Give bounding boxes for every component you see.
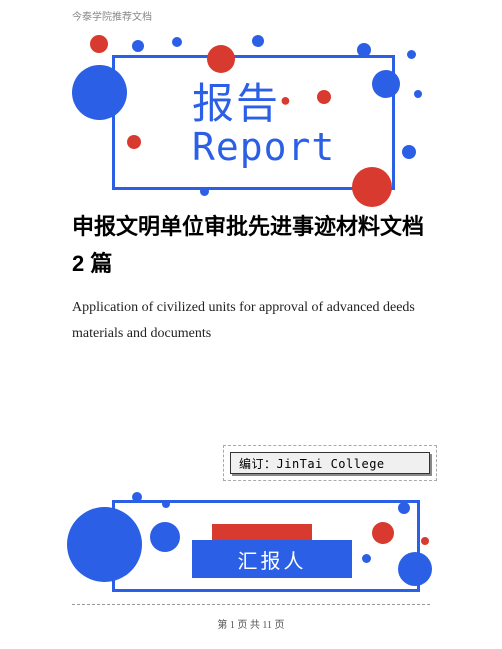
presenter-label-bar: 汇报人 <box>192 540 352 578</box>
decorative-dot <box>67 507 142 582</box>
decorative-dot <box>132 40 144 52</box>
banner-bottom: 汇报人 <box>72 492 430 592</box>
decorative-dot <box>252 35 264 47</box>
decorative-dot <box>90 35 108 53</box>
decorative-dot <box>421 537 429 545</box>
decorative-dot <box>150 522 180 552</box>
footer-divider <box>72 604 430 605</box>
decorative-dot <box>402 145 416 159</box>
banner-title-en: Report <box>192 125 335 169</box>
decorative-dot <box>398 502 410 514</box>
decorative-dot <box>200 187 209 196</box>
decorative-dot <box>207 45 235 73</box>
presenter-label: 汇报人 <box>238 545 307 574</box>
document-subtitle: Application of civilized units for appro… <box>72 295 430 348</box>
decorative-dot <box>352 167 392 207</box>
header-source-text: 今泰学院推荐文档 <box>0 0 502 23</box>
decorative-dot <box>414 90 422 98</box>
decorative-dot <box>407 50 416 59</box>
compile-label-box: 编订：JinTai College <box>230 452 430 474</box>
decorative-dot <box>127 135 141 149</box>
page-footer: 第 1 页 共 11 页 <box>0 616 502 631</box>
decorative-dot <box>162 500 170 508</box>
decorative-dot <box>398 552 432 586</box>
document-title: 申报文明单位审批先进事迹材料文档2 篇 <box>72 208 430 283</box>
decorative-dot <box>372 522 394 544</box>
decorative-dot <box>372 70 400 98</box>
decorative-dot <box>362 554 371 563</box>
decorative-dot <box>317 90 331 104</box>
compile-label-text: 编订：JinTai College <box>239 455 385 472</box>
red-accent-bar <box>212 524 312 540</box>
banner-title-cn: 报告● <box>192 70 293 131</box>
decorative-dot <box>172 37 182 47</box>
decorative-dot <box>72 65 127 120</box>
banner-top: 报告● Report <box>72 35 430 200</box>
decorative-dot <box>132 492 142 502</box>
decorative-dot <box>357 43 371 57</box>
